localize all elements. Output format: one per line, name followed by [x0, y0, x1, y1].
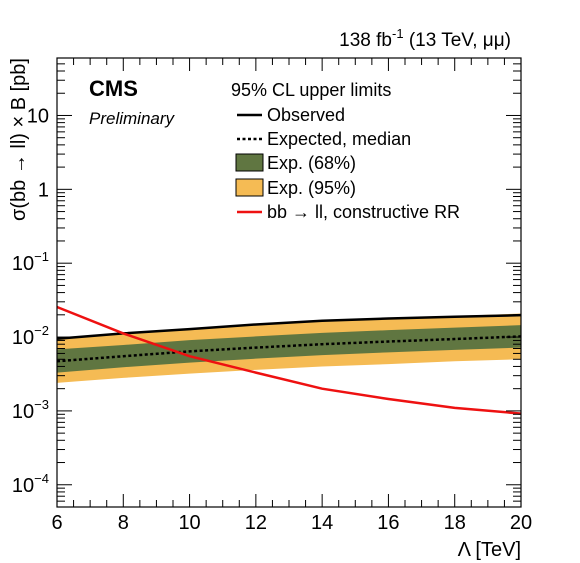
- theory-line: [56, 305, 522, 415]
- legend-band68-swatch: [235, 153, 264, 172]
- y-tick-labels: 10−4 10−3 10−2 10−1 1 10: [12, 105, 49, 496]
- legend-band95-label: Exp. (95%): [267, 178, 356, 198]
- x-tick-labels: 6 8 10 12 14 16 18 20: [51, 512, 532, 534]
- y-tick-label: 10−3: [12, 397, 49, 423]
- legend-expected-label: Expected, median: [267, 129, 411, 149]
- x-tick-label: 6: [51, 512, 62, 534]
- x-tick-label: 16: [377, 512, 399, 534]
- expected-bands: [57, 313, 521, 383]
- legend-theory-label: bb → ll, constructive RR: [267, 202, 460, 222]
- lumi-label: 138 fb-1 (13 TeV, μμ): [339, 26, 511, 51]
- y-tick-label: 10: [27, 105, 49, 127]
- y-tick-label: 10−4: [12, 471, 49, 497]
- legend-header: 95% CL upper limits: [231, 80, 391, 100]
- y-axis-title: σ(bb → ll) × B [pb]: [8, 58, 30, 221]
- band-68: [57, 325, 521, 373]
- x-tick-label: 12: [245, 512, 267, 534]
- y-tick-label: 10−1: [12, 249, 49, 275]
- x-tick-label: 10: [178, 512, 200, 534]
- x-tick-label: 18: [444, 512, 466, 534]
- x-tick-label: 20: [510, 512, 532, 534]
- legend: 95% CL upper limits Observed Expected, m…: [231, 80, 460, 222]
- legend-band68-label: Exp. (68%): [267, 153, 356, 173]
- axis-ticks: [56, 57, 522, 508]
- observed-line: [56, 313, 522, 340]
- y-tick-label: 1: [38, 179, 49, 201]
- x-tick-label: 8: [118, 512, 129, 534]
- x-axis-title: Λ [TeV]: [458, 539, 521, 561]
- status-label: Preliminary: [89, 109, 176, 128]
- experiment-label: CMS: [89, 76, 138, 101]
- x-tick-label: 14: [311, 512, 333, 534]
- limit-curves: [56, 305, 522, 415]
- legend-observed-label: Observed: [267, 105, 345, 125]
- expected-line: [56, 335, 522, 363]
- y-tick-label: 10−2: [12, 323, 49, 349]
- legend-band95-swatch: [235, 178, 264, 197]
